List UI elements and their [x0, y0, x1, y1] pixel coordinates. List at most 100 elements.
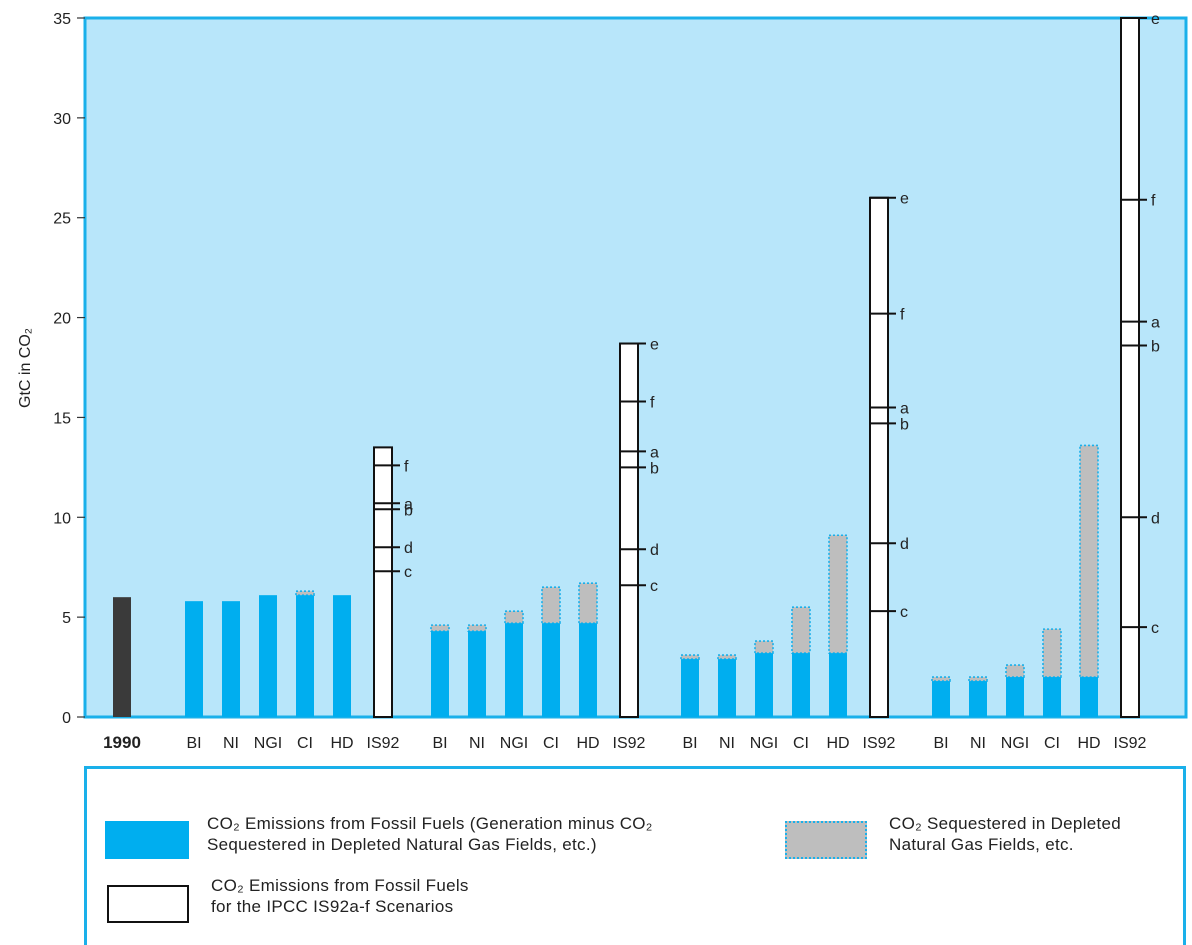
y-tick-label: 35 — [53, 11, 71, 28]
year-label-1990: 1990 — [103, 733, 141, 752]
x-category-label: CI — [297, 735, 313, 752]
is92-scenario-label-2050-e: e — [650, 337, 659, 354]
is92-scenario-label-2075-f: f — [900, 307, 905, 324]
fossil-bar-2050-bi — [431, 631, 449, 717]
y-tick-label: 10 — [53, 510, 71, 527]
x-category-label: HD — [330, 735, 353, 752]
sequestered-bar-2050-ci — [541, 586, 561, 624]
legend-item-fossil: CO₂ Emissions from Fossil Fuels (Generat… — [105, 814, 653, 859]
is92-scenario-label-2025-d: d — [404, 540, 413, 557]
fossil-bar-2075-bi — [681, 659, 699, 717]
y-axis: 0 5 10 15 20 25 30 35 — [53, 11, 85, 727]
is92-bar-2100 — [1120, 17, 1140, 718]
fossil-bar-2025-ci — [296, 595, 314, 717]
x-category-label: CI — [1044, 735, 1060, 752]
fossil-bar-2050-hd — [579, 623, 597, 717]
is92-scenario-label-2075-e: e — [900, 191, 909, 208]
x-category-label: NI — [223, 735, 239, 752]
x-category-label: HD — [1077, 735, 1100, 752]
legend-swatch-is92 — [107, 885, 189, 923]
fossil-bar-2025-ngi — [259, 595, 277, 717]
fossil-bar-2025-hd — [333, 595, 351, 717]
sequestered-bar-2075-ni — [717, 654, 737, 660]
year-label-2075: 2075 — [766, 763, 804, 766]
sequestered-bar-2075-ci — [791, 606, 811, 654]
fossil-bar-2075-hd — [829, 653, 847, 717]
is92-bar-2075 — [869, 196, 889, 718]
is92-scenario-label-2075-a: a — [900, 400, 909, 417]
is92-scenario-label-2050-f: f — [650, 394, 655, 411]
fossil-bar-2050-ngi — [505, 623, 523, 717]
legend-label-fossil-line2: Sequestered in Depleted Natural Gas Fiel… — [207, 835, 597, 854]
y-tick-label: 5 — [62, 610, 71, 627]
legend-item-sequestered: CO₂ Sequestered in Depleted Natural Gas … — [785, 814, 1121, 859]
sequestered-bar-2100-ci — [1042, 628, 1062, 678]
is92-scenario-label-2100-f: f — [1151, 193, 1156, 210]
is92-scenario-label-2050-b: b — [650, 460, 659, 477]
x-category-label: NGI — [750, 735, 778, 752]
y-axis-label: GtC in CO₂ — [17, 328, 34, 408]
fossil-bar-2100-hd — [1080, 677, 1098, 717]
legend-swatch-sequestered — [785, 821, 867, 859]
is92-scenario-label-2050-a: a — [650, 444, 659, 461]
fossil-bar-2100-ci — [1043, 677, 1061, 717]
x-category-label: BI — [186, 735, 201, 752]
y-tick-label: 15 — [53, 410, 71, 427]
is92-scenario-label-2025-a: a — [404, 496, 413, 513]
sequestered-bar-2100-bi — [931, 676, 951, 682]
x-category-label: IS92 — [1114, 735, 1147, 752]
legend-swatch-fossil — [105, 821, 189, 859]
sequestered-bar-2050-bi — [430, 624, 450, 632]
fossil-bar-2100-ngi — [1006, 677, 1024, 717]
is92-scenario-label-2100-c: c — [1151, 620, 1159, 637]
fossil-bar-2050-ci — [542, 623, 560, 717]
x-category-label: IS92 — [367, 735, 400, 752]
is92-scenario-label-2025-b: b — [404, 502, 413, 519]
fossil-bar-2100-ni — [969, 681, 987, 717]
x-category-label: BI — [432, 735, 447, 752]
sequestered-bar-2050-ni — [467, 624, 487, 632]
legend-item-is92: CO₂ Emissions from Fossil Fuels for the … — [107, 876, 469, 923]
is92-scenario-label-2100-e: e — [1151, 11, 1160, 28]
x-category-label: NI — [719, 735, 735, 752]
x-category-label: HD — [576, 735, 599, 752]
sequestered-bar-2025-ci — [295, 590, 315, 596]
is92-bar-2025 — [373, 446, 393, 718]
is92-scenario-label-2075-c: c — [900, 604, 908, 621]
is92-scenario-label-2100-b: b — [1151, 339, 1160, 356]
x-category-label: BI — [682, 735, 697, 752]
sequestered-bar-2050-hd — [578, 582, 598, 624]
legend-label-is92-line1: CO₂ Emissions from Fossil Fuels — [211, 876, 469, 895]
is92-scenario-label-2050-d: d — [650, 542, 659, 559]
year-label-2050: 2050 — [516, 763, 554, 766]
sequestered-bar-2100-ngi — [1005, 664, 1025, 678]
sequestered-bar-2100-ni — [968, 676, 988, 682]
bar-1990 — [113, 597, 131, 717]
x-category-label: CI — [543, 735, 559, 752]
x-category-label: NGI — [500, 735, 528, 752]
y-tick-label: 0 — [62, 710, 71, 727]
sequestered-bar-2075-bi — [680, 654, 700, 660]
fossil-bar-2075-ni — [718, 659, 736, 717]
y-tick-label: 20 — [53, 311, 71, 328]
sequestered-bar-2075-hd — [828, 534, 848, 654]
is92-scenario-label-2050-c: c — [650, 578, 658, 595]
legend-label-is92-line2: for the IPCC IS92a-f Scenarios — [211, 897, 454, 916]
is92-scenario-label-2075-d: d — [900, 536, 909, 553]
is92-scenario-label-2075-b: b — [900, 416, 909, 433]
x-category-label: IS92 — [863, 735, 896, 752]
fossil-bar-2075-ci — [792, 653, 810, 717]
x-category-label: HD — [826, 735, 849, 752]
is92-scenario-label-2025-c: c — [404, 564, 412, 581]
x-category-label: NI — [970, 735, 986, 752]
y-tick-label: 30 — [53, 111, 71, 128]
fossil-bar-2025-ni — [222, 601, 240, 717]
x-category-label: NI — [469, 735, 485, 752]
legend-label-fossil-line1: CO₂ Emissions from Fossil Fuels (Generat… — [207, 814, 653, 833]
fossil-bar-2075-ngi — [755, 653, 773, 717]
is92-bar-2050 — [619, 342, 639, 718]
